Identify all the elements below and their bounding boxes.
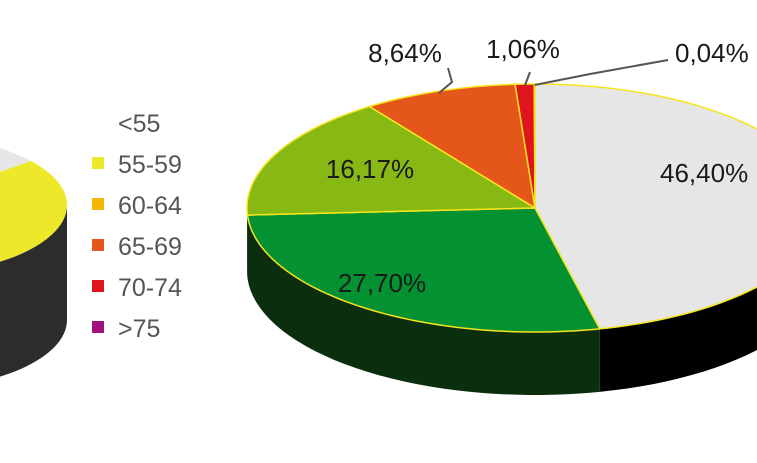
data-label-70-74: 1,06% [486,34,560,64]
legend-swatch-60-64 [92,198,104,210]
pie-slice-60-64 [246,105,536,216]
pie-sides [0,205,67,377]
pie-slice-<55 [0,148,31,172]
pie-slice->75 [533,83,536,209]
legend-swatch-70-74 [92,280,104,292]
leader-line-70-74 [523,71,531,87]
pie-side-55-59 [0,205,67,377]
data-label-65-69: 8,64% [368,38,442,68]
leader-line-75 [534,59,669,86]
data-labels: 46,40% 27,70% 16,17% 8,64% 1,06% 0,04% [326,34,749,298]
legend-swatch-65-69 [92,239,104,251]
pie-tops [246,83,757,333]
data-label-60-64: 16,17% [326,154,414,184]
legend-label-65-69: 65-69 [118,233,182,261]
legend: <55 55-59 60-64 65-69 70-74 >75 [92,110,182,343]
pie-slice-65-69 [368,83,536,209]
legend-label->75: >75 [118,315,160,343]
pie-slice-<55 [534,83,757,330]
pie-tops [0,148,67,262]
legend-swatch-55-59 [92,157,104,169]
legend-swatch-<55 [92,116,104,128]
pie-slice-55-59 [246,207,601,333]
left-pie-chart [0,148,67,377]
legend-label-70-74: 70-74 [118,274,182,302]
data-label-55-59: 27,70% [338,268,426,298]
leader-line-65-69 [438,67,454,94]
data-label-<55: 46,40% [660,158,748,188]
pie-side-<55 [599,286,757,392]
data-label->75: 0,04% [675,38,749,68]
legend-label-60-64: 60-64 [118,192,182,220]
legend-label-<55: <55 [118,110,160,138]
pie-side-55-59 [247,215,600,395]
legend-swatch->75 [92,321,104,333]
right-pie-chart: 46,40% 27,70% 16,17% 8,64% 1,06% 0,04% [246,34,757,395]
legend-label-55-59: 55-59 [118,151,182,179]
pie-sides [247,208,757,395]
pie-slice-55-59 [0,161,67,262]
leader-lines [438,59,669,94]
